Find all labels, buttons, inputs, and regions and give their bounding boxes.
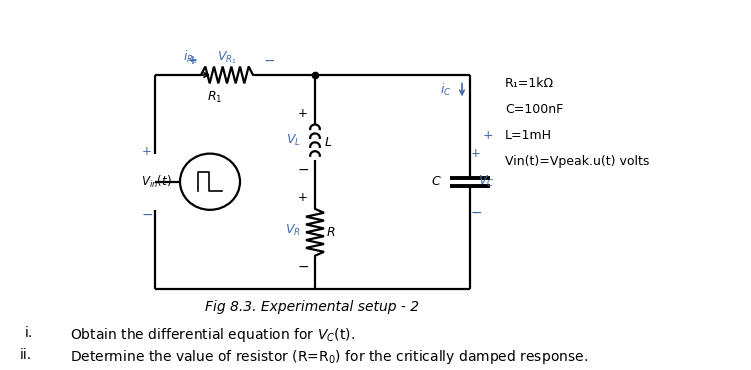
Text: L: L	[325, 136, 332, 149]
Text: $V_L$: $V_L$	[286, 133, 301, 148]
Text: +: +	[471, 147, 481, 160]
Text: −: −	[141, 208, 152, 222]
Text: −: −	[263, 53, 275, 67]
Text: +: +	[298, 107, 308, 120]
Text: R₁=1kΩ: R₁=1kΩ	[505, 77, 554, 90]
Text: Fig 8.3. Experimental setup - 2: Fig 8.3. Experimental setup - 2	[205, 300, 419, 314]
Text: $V_{R_1}$: $V_{R_1}$	[217, 49, 237, 65]
Text: $V_C$: $V_C$	[478, 174, 495, 189]
Text: Determine the value of resistor (R=R$_0$) for the critically damped response.: Determine the value of resistor (R=R$_0$…	[70, 349, 588, 366]
Text: +: +	[483, 129, 493, 142]
Text: +: +	[298, 191, 308, 204]
Text: −: −	[297, 163, 309, 177]
Text: +: +	[188, 54, 198, 67]
Text: i.: i.	[25, 326, 33, 340]
Text: L=1mH: L=1mH	[505, 129, 552, 142]
Text: R: R	[327, 226, 336, 239]
Text: ii.: ii.	[20, 349, 32, 363]
Text: C: C	[431, 175, 440, 188]
Text: $R_1$: $R_1$	[207, 90, 223, 105]
Text: $i_C$: $i_C$	[440, 82, 452, 98]
Text: $V_{in}(t)$: $V_{in}(t)$	[141, 174, 172, 190]
Text: −: −	[470, 206, 482, 220]
Text: −: −	[297, 259, 309, 273]
Text: Vin(t)=Vpeak.u(t) volts: Vin(t)=Vpeak.u(t) volts	[505, 155, 650, 168]
Text: +: +	[142, 145, 152, 158]
Text: Obtain the differential equation for $V_C$(t).: Obtain the differential equation for $V_…	[70, 326, 355, 344]
Text: C=100nF: C=100nF	[505, 103, 563, 116]
Text: $i_{R_1}$: $i_{R_1}$	[183, 48, 198, 65]
Text: $V_R$: $V_R$	[285, 223, 301, 238]
